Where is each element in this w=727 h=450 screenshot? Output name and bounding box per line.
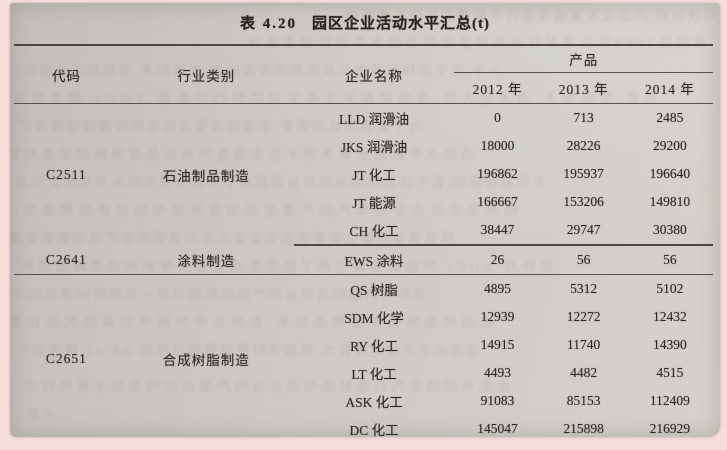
table-row: JT 化工 196862 195937 196640	[14, 160, 713, 188]
cell-industry-code: C2651	[45, 351, 87, 366]
table-header: 代码 行业类别 企业名称 产品 2012 年 2013 年 2014 年	[14, 45, 713, 104]
cell-year-value: 215898	[563, 421, 604, 436]
header-product: 产品	[454, 45, 713, 73]
cell-year-value: 713	[573, 110, 594, 125]
cell-industry-category: 石油制品制造	[162, 168, 250, 184]
table-row: ASK 化工 91083 85153 112409	[14, 387, 713, 415]
cell-year-value: 18000	[480, 138, 515, 153]
cell-year-value: 2485	[656, 110, 684, 125]
header-industry: 行业类别	[118, 45, 294, 104]
page-content: 表 4.20 园区企业活动水平汇总(t) 代码 行业类别 企业名称 产品 2012…	[10, 12, 720, 437]
cell-industry-code: C2511	[46, 166, 87, 182]
cell-year-value: 29200	[653, 138, 687, 153]
cell-year-value: 85153	[566, 393, 601, 408]
cell-year-value: 5102	[656, 281, 684, 296]
cell-enterprise-name: JT 化工	[352, 168, 396, 183]
table-row: C2651 合成树脂制造 QS 树脂 4895 5312 5102	[14, 275, 713, 368]
cell-year-value: 12272	[566, 309, 601, 324]
cell-year-value: 166667	[477, 194, 518, 209]
table-row: C2511 石油制品制造 LLD 润滑油 0 713 2485	[14, 104, 713, 184]
cell-year-value: 14390	[653, 337, 687, 352]
cell-year-value: 12432	[653, 309, 687, 324]
cell-year-value: 216929	[649, 421, 691, 436]
cell-year-value: 4895	[484, 281, 511, 296]
cell-enterprise-name: SDM 化学	[344, 311, 404, 326]
cell-year-value: 196640	[649, 166, 691, 181]
header-enterprise: 企业名称	[293, 45, 455, 104]
cell-year-value: 4515	[656, 365, 684, 380]
cell-year-value: 145047	[477, 421, 518, 436]
cell-year-value: 56	[540, 245, 627, 275]
cell-year-value: 91083	[480, 393, 515, 408]
cell-year-value: 26	[454, 245, 541, 275]
table-title-text: 园区企业活动水平汇总(t)	[312, 16, 490, 32]
cell-enterprise-name: LT 化工	[351, 367, 397, 382]
cell-year-value: 196862	[477, 166, 518, 181]
header-year-2014: 2014 年	[626, 72, 713, 104]
cell-year-value: 28226	[566, 138, 601, 153]
table-title: 表 4.20 园区企业活动水平汇总(t)	[10, 12, 720, 33]
cell-industry-category: 合成树脂制造	[162, 353, 250, 368]
table-row: JKS 润滑油 18000 28226 29200	[14, 132, 713, 160]
header-code: 代码	[14, 45, 119, 104]
cell-enterprise-name: JT 能源	[352, 196, 396, 211]
activity-level-table: 代码 行业类别 企业名称 产品 2012 年 2013 年 2014 年 C25…	[14, 44, 713, 437]
cell-enterprise-name: DC 化工	[349, 423, 399, 437]
table-row: JT 能源 166667 153206 149810	[14, 188, 713, 216]
cell-enterprise-name: RY 化工	[350, 339, 398, 354]
table-row: DC 化工 145047 215898 216929	[14, 415, 713, 437]
cell-enterprise-name: QS 树脂	[350, 283, 398, 298]
cell-year-value: 11740	[567, 337, 601, 352]
cell-enterprise-name: JKS 润滑油	[340, 140, 408, 155]
table-row: SDM 化学 12939 12272 12432	[14, 303, 713, 331]
table-row: RY 化工 14915 11740 14390	[14, 331, 713, 359]
cell-year-value: 149810	[649, 194, 691, 209]
table-row: CH 化工 38447 29747 30380	[14, 216, 713, 246]
table-row: C2641 涂料制造 EWS 涂料 26 56 56	[14, 245, 713, 275]
cell-industry-category: 涂料制造	[118, 245, 294, 275]
cell-year-value: 56	[626, 245, 713, 275]
table-body: C2511 石油制品制造 LLD 润滑油 0 713 2485 JKS 润滑油 18000 28…	[14, 104, 713, 437]
cell-year-value: 38447	[454, 216, 541, 246]
cell-enterprise-name: CH 化工	[293, 216, 455, 246]
header-year-2013: 2013 年	[540, 72, 627, 104]
document-page: 现状分析,产品及发展情况进行了整理汇总见下表所列 该园区2009年以来对行业类别…	[10, 3, 720, 437]
cell-year-value: 112409	[649, 393, 690, 408]
cell-year-value: 0	[494, 110, 501, 125]
cell-year-value: 12939	[480, 309, 515, 324]
cell-year-value: 14915	[480, 337, 515, 352]
cell-industry-code: C2641	[14, 245, 119, 275]
cell-year-value: 29747	[540, 216, 627, 246]
cell-year-value: 153206	[563, 194, 604, 209]
cell-year-value: 4482	[570, 365, 598, 380]
cell-year-value: 30380	[626, 216, 713, 246]
cell-enterprise-name: ASK 化工	[345, 395, 403, 410]
header-year-2012: 2012 年	[454, 72, 541, 104]
cell-enterprise-name: EWS 涂料	[293, 245, 455, 275]
table-number: 表 4.20	[239, 16, 297, 32]
cell-year-value: 195937	[563, 166, 604, 181]
cell-year-value: 5312	[570, 281, 598, 296]
cell-year-value: 4493	[484, 365, 511, 380]
cell-enterprise-name: LLD 润滑油	[338, 112, 410, 127]
table-row: LT 化工 4493 4482 4515	[14, 359, 713, 387]
